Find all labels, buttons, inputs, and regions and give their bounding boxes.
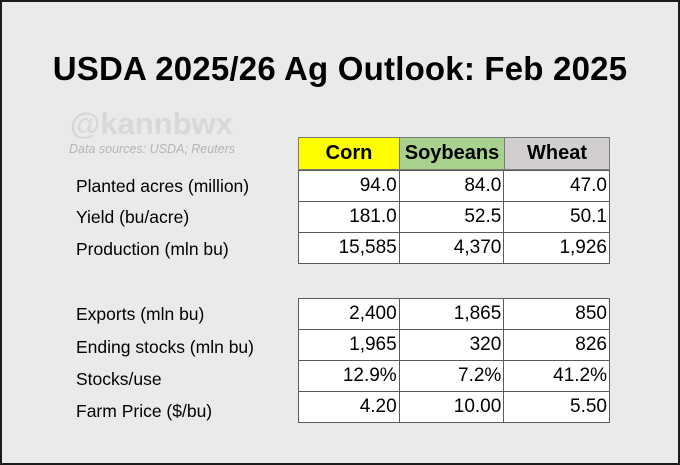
page-title: USDA 2025/26 Ag Outlook: Feb 2025 [52, 50, 628, 87]
table-cell: 4,370 [398, 232, 505, 264]
table-cell: 5.50 [503, 391, 610, 423]
demand-table: 2,400 1,865 850 1,965 320 826 12.9% 7.2%… [298, 298, 610, 423]
column-header-wheat: Wheat [504, 137, 610, 170]
table-cell: 10.00 [398, 391, 505, 423]
row-label: Stocks/use [76, 369, 162, 389]
row-label: Planted acres (million) [76, 176, 250, 196]
table-cell: 50.1 [503, 201, 610, 233]
table-cell: 84.0 [398, 170, 505, 202]
table-cell: 94.0 [298, 170, 400, 202]
data-sources-note: Data sources: USDA; Reuters [69, 142, 236, 156]
watermark: @kannbwx [70, 106, 233, 141]
table-cell: 7.2% [398, 360, 505, 392]
table-row: 2,400 1,865 850 [298, 298, 610, 330]
row-label: Exports (mln bu) [76, 304, 205, 324]
row-label: Production (mln bu) [76, 239, 229, 259]
table-cell: 12.9% [298, 360, 400, 392]
table-row: 12.9% 7.2% 41.2% [298, 360, 610, 392]
table-cell: 52.5 [398, 201, 505, 233]
table-cell: 15,585 [298, 232, 400, 264]
table-row: 4.20 10.00 5.50 [298, 391, 610, 423]
table-row: 1,965 320 826 [298, 329, 610, 361]
table-row: 15,585 4,370 1,926 [298, 232, 610, 264]
table-row: 181.0 52.5 50.1 [298, 201, 610, 233]
table-cell: 1,926 [503, 232, 610, 264]
supply-table: 94.0 84.0 47.0 181.0 52.5 50.1 15,585 4,… [298, 170, 610, 264]
table-cell: 2,400 [298, 298, 400, 330]
table-cell: 47.0 [503, 170, 610, 202]
table-cell: 1,965 [298, 329, 400, 361]
column-header-soybeans: Soybeans [399, 137, 505, 170]
table-cell: 320 [398, 329, 505, 361]
table-cell: 41.2% [503, 360, 610, 392]
row-label: Ending stocks (mln bu) [76, 337, 254, 357]
row-label: Farm Price ($/bu) [76, 401, 213, 421]
column-header-corn: Corn [298, 137, 400, 170]
table-row: 94.0 84.0 47.0 [298, 170, 610, 202]
table-cell: 826 [503, 329, 610, 361]
table-cell: 181.0 [298, 201, 400, 233]
row-label: Yield (bu/acre) [76, 207, 190, 227]
table-cell: 1,865 [398, 298, 505, 330]
table-cell: 850 [503, 298, 610, 330]
table-cell: 4.20 [298, 391, 400, 423]
